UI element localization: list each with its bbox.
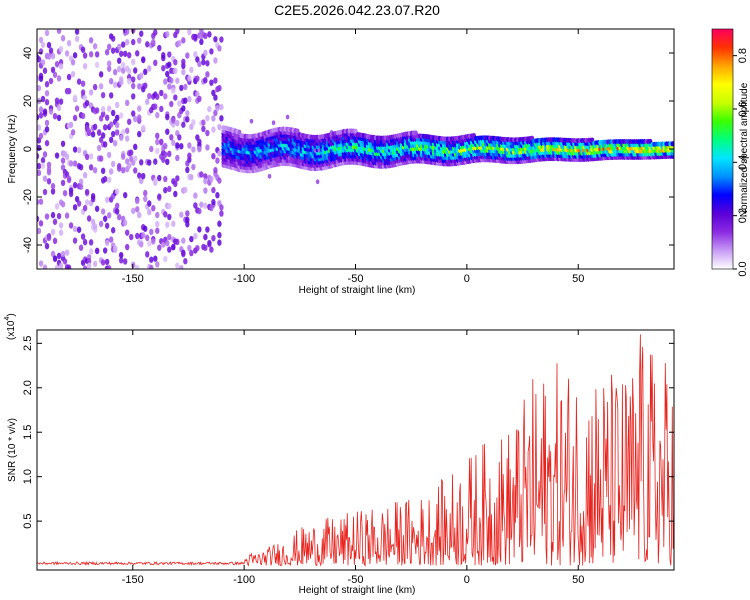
snr-y-label: SNR (10 * v/v) bbox=[7, 418, 18, 482]
spectrogram-y-label: Frequency (Hz) bbox=[7, 115, 18, 184]
y-tick-label: 1.5 bbox=[22, 425, 34, 440]
snr-multiplier-close: ) bbox=[6, 313, 17, 316]
colorbar-tick-label: 0.0 bbox=[737, 261, 749, 276]
y-tick-label: 1.0 bbox=[22, 469, 34, 484]
snr-background bbox=[37, 330, 674, 570]
colorbar-tick-label: 0.6 bbox=[737, 101, 749, 116]
spectrogram-x-label: Height of straight line (km) bbox=[299, 285, 416, 296]
y-tick-label: 40 bbox=[22, 47, 34, 59]
x-tick-label: 0 bbox=[464, 574, 470, 586]
colorbar: 0.0 0.2 0.4 0.6 0.8 Normalized spectral ampl… bbox=[711, 28, 750, 277]
snr-x-ticks: -150 -100 -50 0 50 bbox=[122, 330, 584, 586]
x-tick-label: -100 bbox=[233, 273, 255, 285]
snr-series-line bbox=[37, 334, 674, 567]
y-tick-label: 20 bbox=[22, 95, 34, 107]
svg-text:(x104): (x104) bbox=[4, 313, 17, 340]
colorbar-label: Normalized spectral amplitude bbox=[739, 82, 750, 217]
y-tick-label: 2.0 bbox=[22, 380, 34, 395]
colorbar-tick-label: 0.8 bbox=[737, 48, 749, 63]
colorbar-tick-label: 0.2 bbox=[737, 208, 749, 223]
spectrogram-y-ticks: -40 -20 0 20 40 bbox=[22, 47, 674, 253]
spectrogram-x-ticks: -150 -100 -50 0 50 bbox=[122, 29, 584, 285]
x-tick-label: -100 bbox=[233, 574, 255, 586]
x-tick-label: -50 bbox=[348, 273, 364, 285]
colorbar-ticks: 0.0 0.2 0.4 0.6 0.8 bbox=[733, 48, 749, 277]
snr-multiplier-exp: 4 bbox=[4, 317, 11, 321]
x-tick-label: -50 bbox=[348, 574, 364, 586]
y-tick-label: 0.5 bbox=[22, 513, 34, 528]
snr-panel: -150 -100 -50 0 50 0.5 1.0 1.5 2.0 2.5 Height of… bbox=[4, 313, 675, 596]
x-tick-label: -150 bbox=[122, 574, 144, 586]
y-tick-label: -20 bbox=[22, 189, 34, 205]
x-tick-label: 0 bbox=[464, 273, 470, 285]
snr-multiplier: (x104) bbox=[4, 313, 17, 340]
colorbar-frame bbox=[711, 28, 734, 270]
x-tick-label: 50 bbox=[572, 574, 584, 586]
y-tick-label: 0 bbox=[22, 146, 34, 152]
snr-x-label: Height of straight line (km) bbox=[299, 585, 416, 596]
x-tick-label: 50 bbox=[572, 273, 584, 285]
spectrogram-cells bbox=[37, 29, 674, 269]
y-tick-label: -40 bbox=[22, 237, 34, 253]
y-tick-label: 2.5 bbox=[22, 336, 34, 351]
chart-title: C2E5.2026.042.23.07.R20 bbox=[274, 2, 440, 18]
colorbar-tick-label: 0.4 bbox=[737, 155, 749, 170]
snr-multiplier-base: (x10 bbox=[6, 320, 17, 340]
colorbar-swatch bbox=[712, 29, 733, 269]
spectrogram-panel: -150 -100 -50 0 50 -40 -20 0 20 40 Height of str… bbox=[7, 28, 675, 296]
x-tick-label: -150 bbox=[122, 273, 144, 285]
snr-y-ticks: 0.5 1.0 1.5 2.0 2.5 bbox=[22, 336, 674, 529]
